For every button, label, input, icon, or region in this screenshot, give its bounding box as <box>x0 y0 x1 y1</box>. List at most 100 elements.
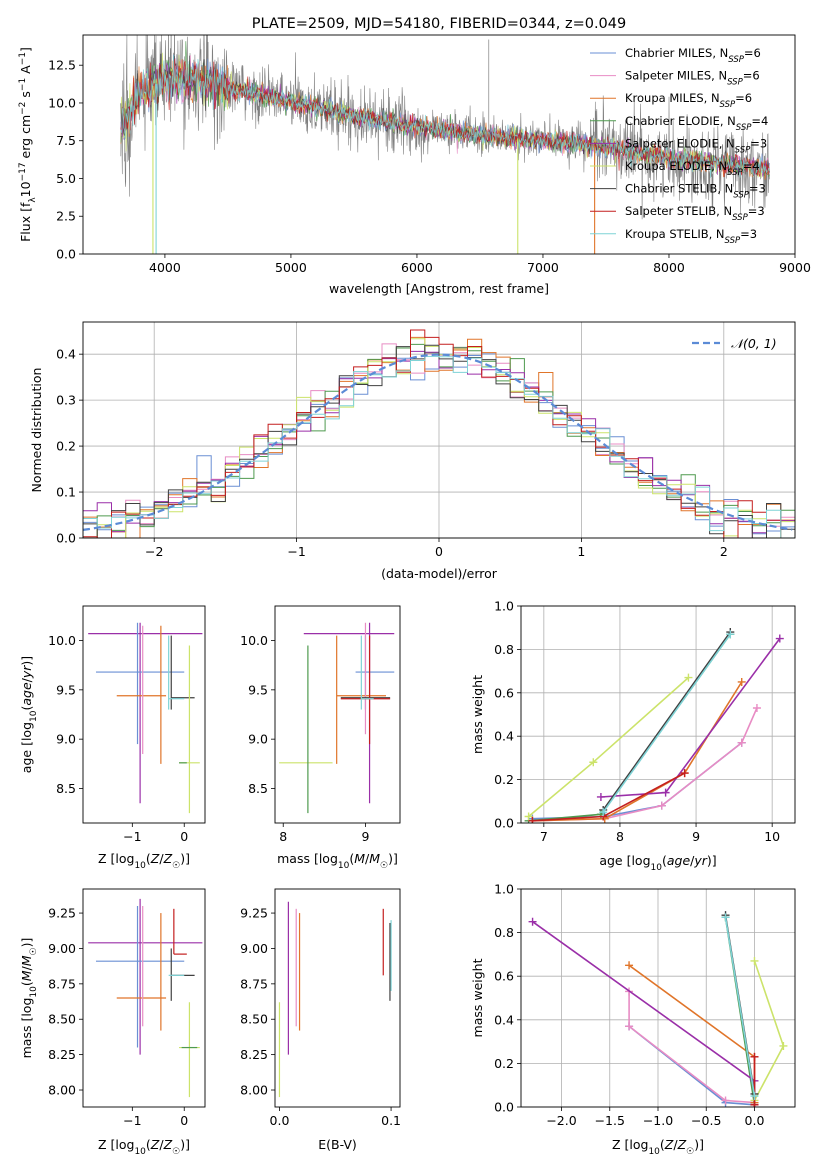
age_vs_mass-frame <box>274 605 401 824</box>
mass-vs-Z-xlabel: Z [log10(Z/Z☉)] <box>98 1137 190 1157</box>
weight_vs_Z-xtick-label: −1.0 <box>643 1113 673 1128</box>
spectrum-ytick-label: 5.0 <box>56 171 76 186</box>
mass-vs-Z-xlabel-part: Z <box>163 1137 173 1152</box>
mass_vs_ebv-plot-area <box>278 901 392 1098</box>
weight-line-salpeter_miles <box>532 707 758 822</box>
mass_vs_Z-ytick-label: 8.50 <box>48 1012 76 1027</box>
weight_vs_age-frame <box>520 605 796 824</box>
weight-vs-Z-xlabel-part: 10 <box>648 1147 660 1157</box>
weight_vs_age-ytick-label: 1.0 <box>494 599 514 614</box>
weight-marker-salpeter_elodie <box>528 917 537 926</box>
spectrum-plot-area <box>120 35 770 254</box>
legend-label-sub: SSP <box>732 213 748 223</box>
weight_vs_Z-xtick-label: −1.5 <box>595 1113 625 1128</box>
spectrum-ylabel-part: −2 <box>18 102 28 115</box>
age_vs_mass-ytick-label: 10.0 <box>240 633 268 648</box>
weight-vs-Z-xlabel-part: ( <box>660 1137 665 1152</box>
spectrum-xtick-label: 7000 <box>527 260 559 275</box>
legend-label-salpeter_elodie: Salpeter ELODIE, NSSP=3 <box>625 136 767 155</box>
age_vs_Z-axes: −1 0 8.5 9.0 9.5 10.0 <box>48 633 188 844</box>
age-vs-Z-xlabel-part: ( <box>146 851 151 866</box>
weight-vs-age-xlabel: age [log10(age/yr)] <box>599 853 716 873</box>
weight-vs-Z-xlabel: Z [log10(Z/Z☉)] <box>612 1137 704 1157</box>
mass_vs_ebv-ytick-label: 8.00 <box>240 1083 268 1098</box>
spectrum-ytick-label: 0.0 <box>56 247 76 262</box>
mass_vs_ebv-ytick-label: 9.25 <box>240 906 268 921</box>
weight_vs_Z-ytick-label: 0.4 <box>494 1012 514 1027</box>
mass-vs-Z-xlabel-part: Z [log <box>98 1137 134 1152</box>
legend-label-chabrier_miles: Chabrier MILES, NSSP=6 <box>625 46 761 65</box>
weight-marker-kroupa_stelib <box>726 630 735 639</box>
weight-line-chabrier_stelib <box>602 631 731 811</box>
mass-vs-Z-xlabel-part: 10 <box>134 1147 146 1157</box>
normal-curve <box>83 353 793 531</box>
age-vs-Z-ylabel: age [log10(age/yr)] <box>19 656 39 773</box>
spectrum-ytick-label: 12.5 <box>48 58 76 73</box>
weight-vs-age-xlabel-part: yr <box>693 853 707 868</box>
weight-marker-kroupa_elodie <box>589 758 598 767</box>
age_vs_mass-ytick-label: 9.5 <box>248 682 268 697</box>
mass_vs_ebv-xtick-label: 0.1 <box>381 1113 401 1128</box>
weight-vs-age-xlabel-part: / <box>690 853 695 868</box>
weight-marker-salpeter_elodie <box>661 788 670 797</box>
mass-vs-Z-ylabel-part: )] <box>19 938 34 948</box>
legend-label-text: Salpeter STELIB, N <box>625 204 732 218</box>
weight_vs_Z-ytick-label: 0.8 <box>494 925 514 940</box>
weight-marker-kroupa_miles <box>737 677 746 686</box>
legend-label-suffix: =3 <box>750 136 767 150</box>
age-vs-mass-xlabel-part: )] <box>388 851 398 866</box>
legend-label-sub: SSP <box>736 123 752 133</box>
legend-label-sub: SSP <box>735 145 751 155</box>
mass-vs-Z-ylabel-part: / <box>19 965 34 970</box>
spectrum-ylabel-part: −1 <box>18 78 28 91</box>
spectrum-ylabel-part: −1 <box>18 52 28 65</box>
weight-vs-age-xlabel-part: ( <box>662 853 667 868</box>
age-vs-Z-xlabel-part: 10 <box>134 861 146 871</box>
spectrum-title: PLATE=2509, MJD=54180, FIBERID=0344, z=0… <box>252 16 626 32</box>
legend-label-suffix: =4 <box>751 114 768 128</box>
age-vs-mass-xlabel-part: 10 <box>338 861 350 871</box>
model-line-kroupa_stelib <box>120 55 770 178</box>
model-line-salpeter_stelib <box>120 58 770 178</box>
spectrum-xtick-label: 6000 <box>401 260 433 275</box>
mass_vs_ebv-axes: 0.0 0.1 8.00 8.25 8.50 8.75 9.00 9.25 <box>240 906 401 1128</box>
weight_vs_age-ytick-label: 0.8 <box>494 642 514 657</box>
spectrum-xtick-label: 9000 <box>779 260 811 275</box>
mass-vs-Z-xlabel-part: ☉ <box>172 1147 180 1157</box>
age_vs_Z-frame <box>82 605 206 824</box>
mass-vs-Z-xlabel-part: / <box>159 1137 164 1152</box>
weight-marker-kroupa_stelib <box>721 913 730 922</box>
spectrum-ylabel-part: 10 <box>18 181 33 197</box>
weight-marker-salpeter_stelib <box>750 1100 759 1107</box>
legend-label-suffix: =6 <box>743 69 760 83</box>
weight-marker-salpeter_miles <box>752 703 761 712</box>
residuals-xtick-label: −2 <box>145 544 163 559</box>
mass_vs_Z-ytick-label: 8.75 <box>48 976 76 991</box>
weight-line-salpeter_elodie <box>532 921 756 1105</box>
age-vs-Z-ylabel-part: age <box>19 682 34 706</box>
age-vs-Z-xlabel-part: Z <box>163 851 173 866</box>
weight-line-chabrier_miles <box>628 1025 755 1106</box>
weight_vs_age-ytick-label: 0.6 <box>494 685 514 700</box>
mass-vs-Z-xlabel-part: )] <box>180 1137 190 1152</box>
weight-line-kroupa_stelib <box>724 917 756 1097</box>
age_vs_mass-plot-area <box>279 622 395 814</box>
weight-vs-Z-ylabel: mass weight <box>470 958 485 1037</box>
age-vs-Z-ylabel-part: 10 <box>29 710 39 722</box>
weight-vs-age-ylabel: mass weight <box>470 675 485 754</box>
legend-label-chabrier_elodie: Chabrier ELODIE, NSSP=4 <box>625 114 768 133</box>
legend-label-text: Salpeter MILES, N <box>625 69 727 83</box>
weight_vs_Z-plot-area <box>528 911 788 1107</box>
spectrum-axes: 4000 5000 6000 7000 8000 9000 0.0 2.5 5.0 7.5 10.0… <box>48 58 811 275</box>
mass_vs_Z-axes: −1 0 8.00 8.25 8.50 8.75 9.00 9.25 <box>48 906 188 1128</box>
weight_vs_Z-xtick-label: −2.0 <box>546 1113 576 1128</box>
age-vs-Z-ylabel-part: / <box>19 677 34 682</box>
legend-label-sub: SSP <box>720 100 736 110</box>
weight_vs_age-xtick-label: 10 <box>764 829 780 844</box>
legend-label-kroupa_elodie: Kroupa ELODIE, NSSP=4 <box>625 159 760 178</box>
weight-marker-kroupa_elodie <box>524 812 533 821</box>
legend-label-suffix: =6 <box>735 91 752 105</box>
mass-vs-Z-xlabel-part: Z <box>150 1137 160 1152</box>
age-vs-Z-xlabel-part: Z <box>150 851 160 866</box>
